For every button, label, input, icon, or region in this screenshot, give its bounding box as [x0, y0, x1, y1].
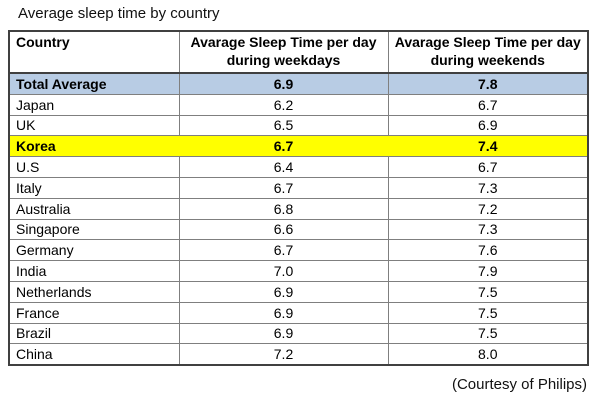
table-row: Japan 6.2 6.7 [8, 93, 589, 116]
table-row: Singapore 6.6 7.3 [8, 218, 589, 241]
table-row: China 7.2 8.0 [8, 343, 589, 366]
cell-country: Australia [8, 197, 180, 220]
cell-country: China [8, 343, 180, 366]
cell-country: India [8, 260, 180, 282]
cell-weekday-sleep: 7.0 [178, 260, 389, 282]
cell-country: UK [8, 114, 180, 137]
cell-weekday-sleep: 6.7 [178, 239, 389, 262]
cell-weekend-sleep: 6.7 [387, 156, 589, 178]
cell-weekend-sleep: 7.5 [387, 280, 589, 303]
cell-weekday-sleep: 6.8 [178, 197, 389, 220]
cell-weekend-sleep: 7.4 [387, 135, 589, 158]
table-row: Germany 6.7 7.6 [8, 239, 589, 262]
cell-weekend-sleep: 7.5 [387, 322, 589, 345]
cell-country: Italy [8, 176, 180, 199]
cell-weekday-sleep: 6.6 [178, 218, 389, 241]
table-row: Netherlands 6.9 7.5 [8, 280, 589, 303]
cell-country: Brazil [8, 322, 180, 345]
cell-weekday-sleep: 6.9 [178, 322, 389, 345]
cell-country: Japan [8, 93, 180, 116]
cell-weekend-sleep: 7.3 [387, 176, 589, 199]
cell-country: Korea [8, 135, 180, 158]
cell-weekend-sleep: 7.6 [387, 239, 589, 262]
col-header-country: Country [8, 30, 180, 74]
table-row: Total Average 6.9 7.8 [8, 72, 589, 95]
cell-country: U.S [8, 156, 180, 178]
cell-weekday-sleep: 6.2 [178, 93, 389, 116]
cell-weekday-sleep: 6.9 [178, 72, 389, 95]
sleep-time-table: Country Avarage Sleep Time per day durin… [8, 30, 589, 367]
cell-weekend-sleep: 7.8 [387, 72, 589, 95]
cell-weekday-sleep: 6.5 [178, 114, 389, 137]
cell-country: Germany [8, 239, 180, 262]
cell-country: Singapore [8, 218, 180, 241]
table-row: Australia 6.8 7.2 [8, 197, 589, 220]
cell-weekday-sleep: 6.7 [178, 135, 389, 158]
col-header-weekday-sleep: Avarage Sleep Time per day during weekda… [178, 30, 389, 74]
table-row: UK 6.5 6.9 [8, 114, 589, 137]
table-row: Brazil 6.9 7.5 [8, 322, 589, 345]
table-row: Italy 6.7 7.3 [8, 176, 589, 199]
courtesy-note: (Courtesy of Philips) [451, 376, 587, 393]
table-row: India 7.0 7.9 [8, 260, 589, 282]
cell-weekend-sleep: 7.9 [387, 260, 589, 282]
table-body: Total Average 6.9 7.8 Japan 6.2 6.7 UK 6.5 6.9 Ko… [8, 72, 589, 366]
cell-weekday-sleep: 6.9 [178, 280, 389, 303]
cell-country: France [8, 301, 180, 324]
table-header: Country Avarage Sleep Time per day durin… [8, 30, 589, 74]
cell-country: Total Average [8, 72, 180, 95]
cell-weekday-sleep: 6.4 [178, 156, 389, 178]
cell-weekend-sleep: 6.7 [387, 93, 589, 116]
table-row: Korea 6.7 7.4 [8, 135, 589, 158]
table-row: France 6.9 7.5 [8, 301, 589, 324]
cell-weekend-sleep: 6.9 [387, 114, 589, 137]
cell-weekend-sleep: 8.0 [387, 343, 589, 366]
cell-weekday-sleep: 6.9 [178, 301, 389, 324]
cell-weekday-sleep: 6.7 [178, 176, 389, 199]
cell-weekend-sleep: 7.5 [387, 301, 589, 324]
table-row: U.S 6.4 6.7 [8, 156, 589, 178]
cell-weekend-sleep: 7.2 [387, 197, 589, 220]
cell-weekend-sleep: 7.3 [387, 218, 589, 241]
cell-weekday-sleep: 7.2 [178, 343, 389, 366]
cell-country: Netherlands [8, 280, 180, 303]
page-title: Average sleep time by country [18, 5, 220, 22]
col-header-weekend-sleep: Avarage Sleep Time per day during weeken… [387, 30, 589, 74]
header-row: Country Avarage Sleep Time per day durin… [8, 30, 589, 74]
